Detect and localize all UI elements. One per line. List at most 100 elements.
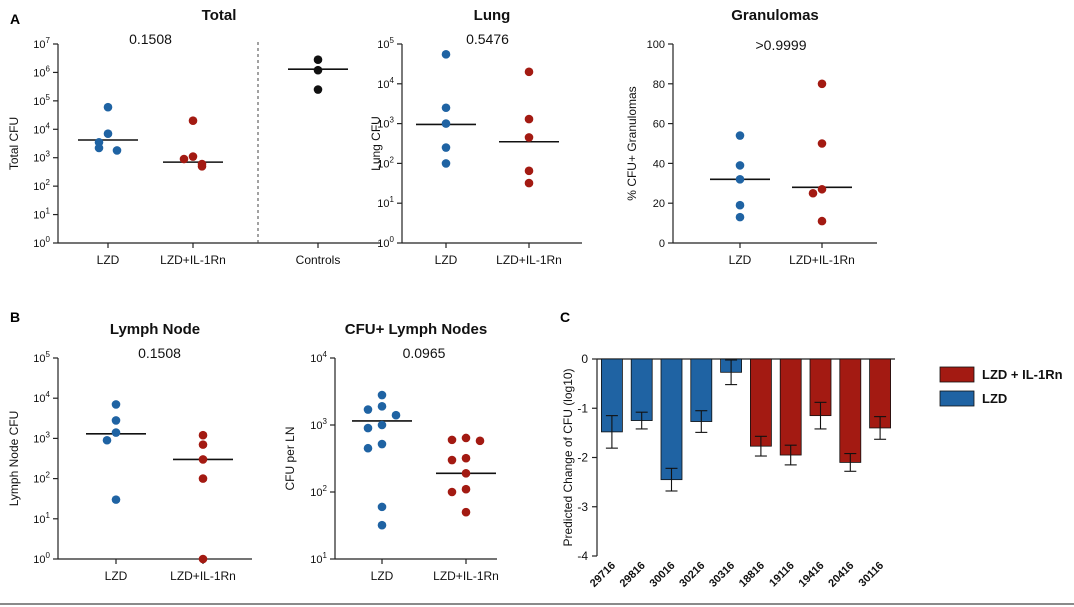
- x-tick-label: LZD: [435, 253, 458, 267]
- y-tick-label: 100: [33, 235, 50, 250]
- data-point: [475, 436, 485, 446]
- y-tick-label: 102: [33, 178, 50, 193]
- data-point: [198, 474, 208, 483]
- chart-title: Total: [202, 7, 237, 24]
- chart-title: CFU+ Lymph Nodes: [345, 321, 487, 338]
- data-point: [377, 420, 387, 430]
- data-point: [461, 507, 471, 517]
- x-tick-label: LZD: [105, 569, 128, 583]
- bar: [779, 358, 802, 456]
- data-point: [817, 184, 827, 194]
- data-point: [524, 166, 534, 176]
- p-value: 0.5476: [466, 31, 509, 47]
- y-axis-label: Predicted Change of CFU (log10): [561, 368, 575, 546]
- x-tick-label: 29816: [618, 560, 648, 590]
- y-tick-label: 40: [653, 158, 665, 170]
- x-tick-label: 30116: [857, 560, 887, 590]
- data-point: [111, 416, 121, 425]
- y-tick-label: -1: [577, 401, 588, 415]
- x-tick-label: 30216: [677, 560, 707, 590]
- data-point: [735, 161, 745, 170]
- data-point: [461, 453, 471, 463]
- legend-label: LZD: [982, 391, 1007, 406]
- data-point: [441, 50, 451, 59]
- x-tick-label: LZD: [97, 253, 120, 267]
- data-point: [363, 423, 373, 433]
- x-tick-label: LZD+IL-1Rn: [496, 253, 562, 267]
- data-point: [461, 484, 471, 494]
- data-point: [112, 146, 122, 155]
- panel-label-b: B: [10, 309, 20, 325]
- y-axis-label: Lung CFU: [369, 116, 383, 171]
- y-tick-label: 103: [33, 150, 50, 165]
- x-tick-label: LZD: [729, 253, 752, 267]
- p-value: 0.0965: [403, 345, 446, 361]
- x-tick-label: LZD+IL-1Rn: [433, 569, 499, 583]
- y-tick-label: 107: [33, 36, 50, 51]
- bar: [750, 358, 772, 447]
- data-point: [735, 200, 745, 210]
- data-point: [524, 133, 534, 142]
- y-tick-label: 100: [377, 235, 394, 250]
- y-axis-label: Total CFU: [7, 117, 21, 170]
- data-point: [377, 439, 387, 449]
- data-point: [461, 433, 471, 443]
- data-point: [377, 520, 387, 530]
- x-tick-label: 18816: [737, 560, 767, 590]
- y-tick-label: 102: [377, 155, 394, 170]
- y-tick-label: 103: [377, 116, 394, 131]
- data-point: [817, 216, 827, 226]
- total-cfu-chart: Total 0.1508 Total CFU 100 101 102 103 104 105 10…: [7, 7, 380, 267]
- panel-label-a: A: [10, 11, 20, 27]
- y-tick-label: 103: [310, 417, 327, 432]
- y-tick-label: 0: [581, 352, 588, 366]
- y-tick-label: -4: [577, 549, 588, 563]
- data-point: [524, 114, 534, 124]
- data-point: [447, 435, 457, 445]
- data-point: [817, 139, 827, 148]
- x-tick-label: LZD: [371, 569, 394, 583]
- p-value: 0.1508: [138, 345, 181, 361]
- data-point: [441, 159, 451, 168]
- p-value: >0.9999: [756, 37, 807, 53]
- chart-title: Granulomas: [731, 7, 819, 24]
- data-point: [313, 85, 323, 94]
- x-tick-label: LZD+IL-1Rn: [789, 253, 855, 267]
- data-point: [524, 67, 534, 77]
- x-tick-label: LZD+IL-1Rn: [170, 569, 236, 583]
- predicted-change-legend: LZD + IL-1Rn LZD: [939, 366, 1063, 407]
- y-tick-label: 105: [33, 93, 50, 108]
- legend-swatch: [939, 390, 975, 407]
- y-tick-label: -2: [577, 451, 588, 465]
- y-tick-label: 100: [647, 39, 665, 51]
- data-point: [179, 154, 189, 164]
- data-point: [441, 143, 451, 152]
- y-tick-label: 102: [310, 484, 327, 499]
- data-point: [188, 116, 198, 126]
- data-point: [198, 455, 208, 464]
- bottom-rule: [0, 603, 1074, 605]
- predicted-change-chart: Predicted Change of CFU (log10) 0 -1 -2 -3 -4…: [561, 352, 895, 590]
- data-point: [111, 400, 121, 409]
- y-tick-label: 20: [653, 198, 665, 210]
- data-point: [313, 65, 323, 75]
- x-tick-label: LZD+IL-1Rn: [160, 253, 226, 267]
- data-point: [111, 428, 121, 437]
- x-tick-label: 30016: [648, 560, 678, 590]
- y-axis-label: Lymph Node CFU: [7, 411, 21, 507]
- y-axis-label: CFU per LN: [283, 426, 297, 490]
- y-tick-label: 101: [310, 551, 327, 566]
- y-tick-label: 100: [33, 551, 50, 566]
- data-point: [391, 410, 401, 420]
- y-axis-label: % CFU+ Granulomas: [625, 86, 639, 200]
- data-point: [524, 178, 534, 188]
- p-value: 0.1508: [129, 31, 172, 47]
- lymph-node-cfu-chart: Lymph Node 0.1508 Lymph Node CFU 100 101 102 1…: [7, 321, 252, 583]
- y-tick-label: 104: [33, 121, 50, 136]
- x-tick-label: 29716: [588, 560, 618, 590]
- y-tick-label: 101: [33, 511, 50, 526]
- data-point: [441, 103, 451, 113]
- x-tick-label: 19116: [767, 560, 797, 590]
- data-point: [198, 430, 208, 440]
- x-tick-label: 20416: [826, 560, 856, 590]
